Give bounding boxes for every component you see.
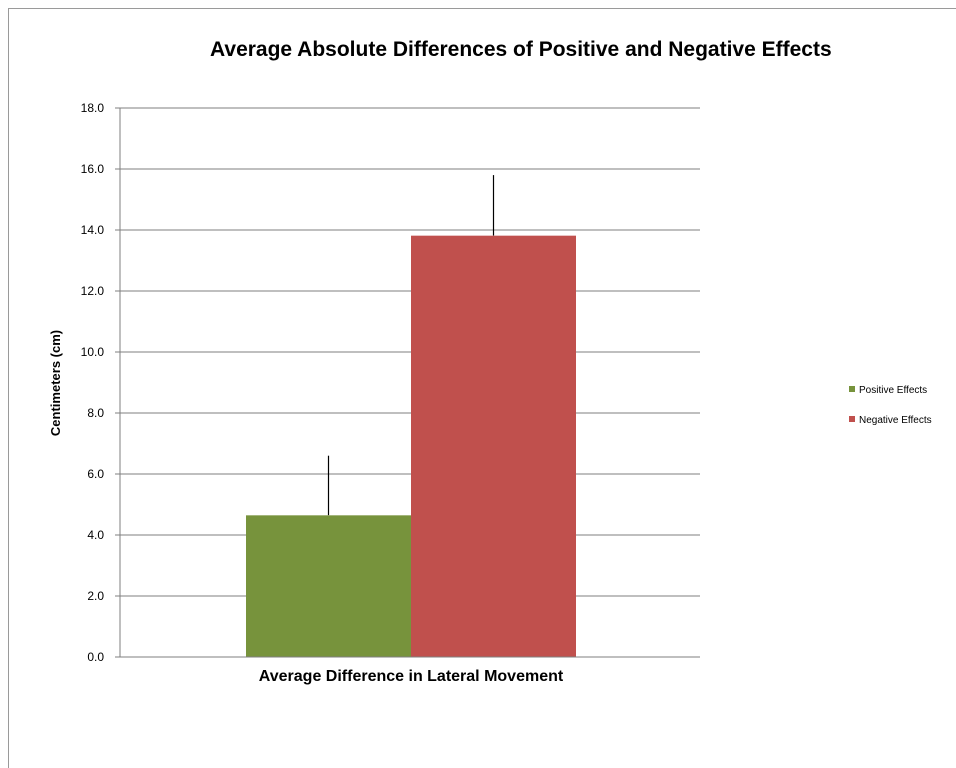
- legend: Positive Effects Negative Effects: [849, 385, 932, 426]
- y-tick-label: 16.0: [81, 162, 105, 176]
- legend-label-positive-effects: Positive Effects: [859, 385, 927, 396]
- bar-positive-effects: [246, 515, 411, 657]
- bars: [246, 234, 576, 658]
- y-tick-label: 8.0: [87, 406, 104, 420]
- legend-swatch-negative-effects: [849, 416, 855, 422]
- x-axis-label: Average Difference in Lateral Movement: [259, 668, 564, 685]
- error-bars: [327, 175, 495, 516]
- legend-label-negative-effects: Negative Effects: [859, 415, 932, 426]
- bar-negative-effects: [411, 235, 576, 658]
- y-tick-label: 0.0: [87, 650, 104, 664]
- y-tick-label: 14.0: [81, 223, 105, 237]
- y-tick-label: 4.0: [87, 528, 104, 542]
- chart-frame: [8, 8, 956, 768]
- y-tick-label: 18.0: [81, 101, 105, 115]
- legend-swatch-positive-effects: [849, 386, 855, 392]
- y-tick-label: 10.0: [81, 345, 105, 359]
- chart-title: Average Absolute Differences of Positive…: [210, 38, 832, 61]
- y-axis-label: Centimeters (cm): [48, 330, 63, 436]
- y-tick-labels: 0.0 2.0 4.0 6.0 8.0 10.0 12.0 14.0 16.0 18.0: [81, 101, 105, 664]
- y-tick-label: 2.0: [87, 589, 104, 603]
- y-tick-label: 6.0: [87, 467, 104, 481]
- y-tick-label: 12.0: [81, 284, 105, 298]
